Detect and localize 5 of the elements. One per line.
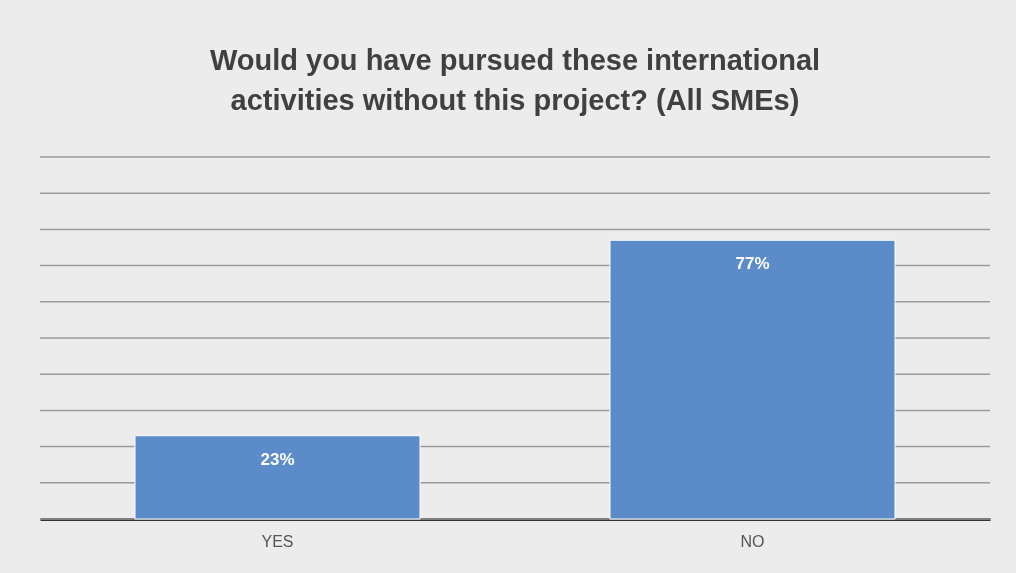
x-tick-label: NO <box>740 532 765 550</box>
x-tick-label: YES <box>261 532 294 550</box>
data-label: 23% <box>260 449 295 469</box>
data-label: 77% <box>735 254 770 274</box>
chart-title: Would you have pursued these international activities without this project? (All SMEs) <box>209 44 821 117</box>
